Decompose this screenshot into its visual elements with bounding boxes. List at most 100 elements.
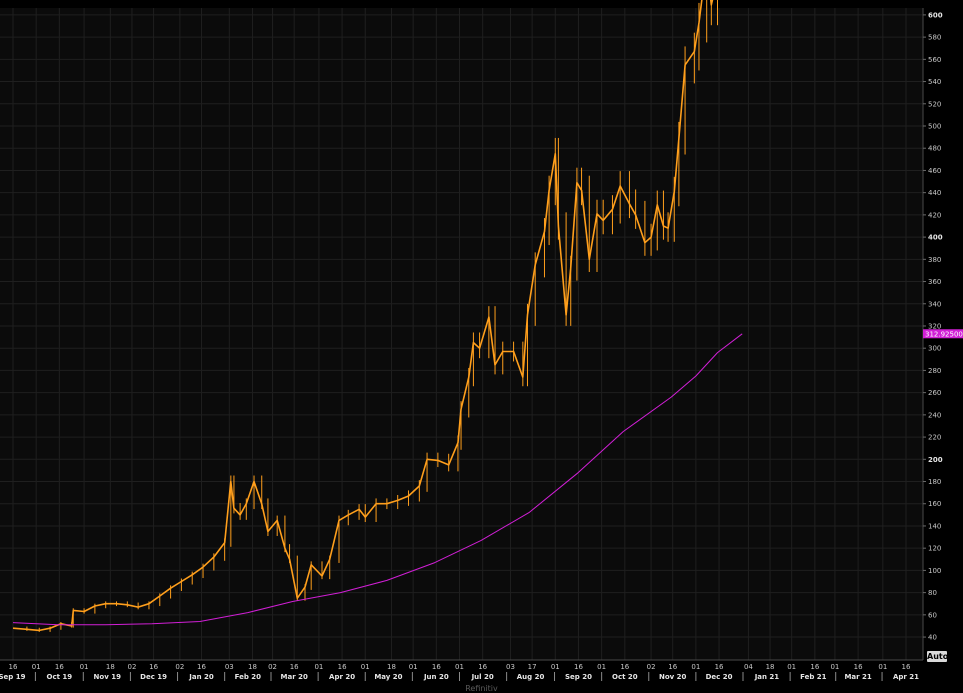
x-day-label: 02 bbox=[268, 663, 277, 671]
x-day-label: 16 bbox=[902, 663, 911, 671]
x-day-label: 16 bbox=[149, 663, 158, 671]
y-tick-label: 300 bbox=[928, 345, 941, 353]
y-tick-label: 240 bbox=[928, 411, 941, 419]
x-day-label: 01 bbox=[551, 663, 560, 671]
x-day-label: 01 bbox=[32, 663, 41, 671]
x-day-label: 01 bbox=[597, 663, 606, 671]
x-day-label: 18 bbox=[766, 663, 775, 671]
y-axis: 40 60 80 100 120 140 160 180 200 220 240 260 280 300 3… bbox=[923, 11, 943, 642]
x-month-label: Sep 19 bbox=[0, 673, 26, 681]
x-day-label: 04 bbox=[744, 663, 753, 671]
x-day-label: 16 bbox=[620, 663, 629, 671]
grid bbox=[0, 8, 923, 660]
y-tick-label: 40 bbox=[928, 634, 937, 642]
x-day-label: 01 bbox=[80, 663, 89, 671]
y-tick-label: 360 bbox=[928, 278, 941, 286]
x-month-label: Nov 19 bbox=[94, 673, 122, 681]
x-day-label: 02 bbox=[175, 663, 184, 671]
x-day-label: 18 bbox=[106, 663, 115, 671]
auto-scale-button[interactable]: Auto bbox=[927, 651, 949, 662]
x-month-label: Jan 20 bbox=[188, 673, 214, 681]
y-tick-label: 340 bbox=[928, 300, 941, 308]
y-tick-label: 520 bbox=[928, 100, 941, 108]
y-tick-label: 420 bbox=[928, 211, 941, 219]
x-month-label: Dec 19 bbox=[140, 673, 167, 681]
x-day-label: 01 bbox=[787, 663, 796, 671]
x-day-label: 16 bbox=[854, 663, 863, 671]
x-day-label: 02 bbox=[647, 663, 656, 671]
y-tick-label: 480 bbox=[928, 145, 941, 153]
y-tick-label: 500 bbox=[928, 123, 941, 131]
price-series-line bbox=[12, 0, 714, 632]
source-label: Refinitiv bbox=[465, 684, 498, 693]
y-tick-label: 600 bbox=[928, 11, 943, 19]
x-day-label: 01 bbox=[830, 663, 839, 671]
x-day-label: 18 bbox=[387, 663, 396, 671]
last-value-tags: 649.72998312.92500 bbox=[923, 329, 963, 339]
x-day-label: 03 bbox=[225, 663, 234, 671]
x-day-label: 18 bbox=[248, 663, 257, 671]
y-tick-label: 540 bbox=[928, 78, 941, 86]
y-tick-label: 100 bbox=[928, 567, 941, 575]
x-day-label: 01 bbox=[455, 663, 464, 671]
x-month-label: Feb 20 bbox=[235, 673, 262, 681]
y-tick-label: 60 bbox=[928, 611, 937, 619]
ma-last-value-label: 312.92500 bbox=[925, 330, 963, 338]
x-month-label: Dec 20 bbox=[706, 673, 733, 681]
x-month-label: May 20 bbox=[374, 673, 402, 681]
x-day-label: 02 bbox=[128, 663, 137, 671]
x-axis: 16 01 16 01 18 02 16 02 16 03 18 02 16 01 16 01 18 01 16 01… bbox=[0, 663, 919, 681]
y-tick-label: 280 bbox=[928, 367, 941, 375]
x-day-label: 01 bbox=[314, 663, 323, 671]
x-day-label: 01 bbox=[691, 663, 700, 671]
x-month-label: Apr 21 bbox=[893, 673, 919, 681]
y-tick-label: 460 bbox=[928, 167, 941, 175]
x-day-label: 01 bbox=[361, 663, 370, 671]
y-tick-label: 260 bbox=[928, 389, 941, 397]
x-day-label: 16 bbox=[810, 663, 819, 671]
y-tick-label: 220 bbox=[928, 434, 941, 442]
ma-last-value-tag bbox=[923, 329, 963, 339]
x-day-label: 16 bbox=[432, 663, 441, 671]
y-tick-label: 320 bbox=[928, 322, 941, 330]
x-day-label: 16 bbox=[338, 663, 347, 671]
x-day-label: 16 bbox=[197, 663, 206, 671]
x-day-label: 01 bbox=[409, 663, 418, 671]
y-tick-label: 200 bbox=[928, 456, 943, 464]
x-day-label: 03 bbox=[506, 663, 515, 671]
x-day-label: 16 bbox=[478, 663, 487, 671]
x-day-label: 16 bbox=[9, 663, 18, 671]
y-tick-label: 400 bbox=[928, 234, 943, 242]
y-tick-label: 580 bbox=[928, 34, 941, 42]
x-month-label: Oct 19 bbox=[47, 673, 73, 681]
x-month-label: Mar 21 bbox=[844, 673, 871, 681]
y-tick-label: 80 bbox=[928, 589, 937, 597]
x-month-label: Jan 21 bbox=[754, 673, 780, 681]
plot-background bbox=[0, 8, 923, 660]
x-day-label: 16 bbox=[574, 663, 583, 671]
y-tick-label: 180 bbox=[928, 478, 941, 486]
y-tick-label: 140 bbox=[928, 522, 941, 530]
x-day-label: 16 bbox=[715, 663, 724, 671]
x-month-label: Mar 20 bbox=[281, 673, 308, 681]
y-tick-label: 560 bbox=[928, 56, 941, 64]
x-month-label: Apr 20 bbox=[329, 673, 355, 681]
x-day-label: 16 bbox=[668, 663, 677, 671]
x-day-label: 01 bbox=[878, 663, 887, 671]
x-day-label: 16 bbox=[290, 663, 299, 671]
y-tick-label: 440 bbox=[928, 189, 941, 197]
series-layer bbox=[12, 0, 743, 632]
x-month-label: Sep 20 bbox=[565, 673, 592, 681]
moving-average-line bbox=[12, 333, 743, 626]
x-month-label: Oct 20 bbox=[612, 673, 638, 681]
x-day-label: 17 bbox=[528, 663, 537, 671]
x-month-label: Jun 20 bbox=[423, 673, 449, 681]
x-month-label: Nov 20 bbox=[659, 673, 687, 681]
x-day-label: 16 bbox=[55, 663, 64, 671]
x-month-label: Jul 20 bbox=[471, 673, 494, 681]
x-month-label: Aug 20 bbox=[517, 673, 545, 681]
y-tick-label: 120 bbox=[928, 545, 941, 553]
y-tick-label: 380 bbox=[928, 256, 941, 264]
x-month-label: Feb 21 bbox=[800, 673, 827, 681]
